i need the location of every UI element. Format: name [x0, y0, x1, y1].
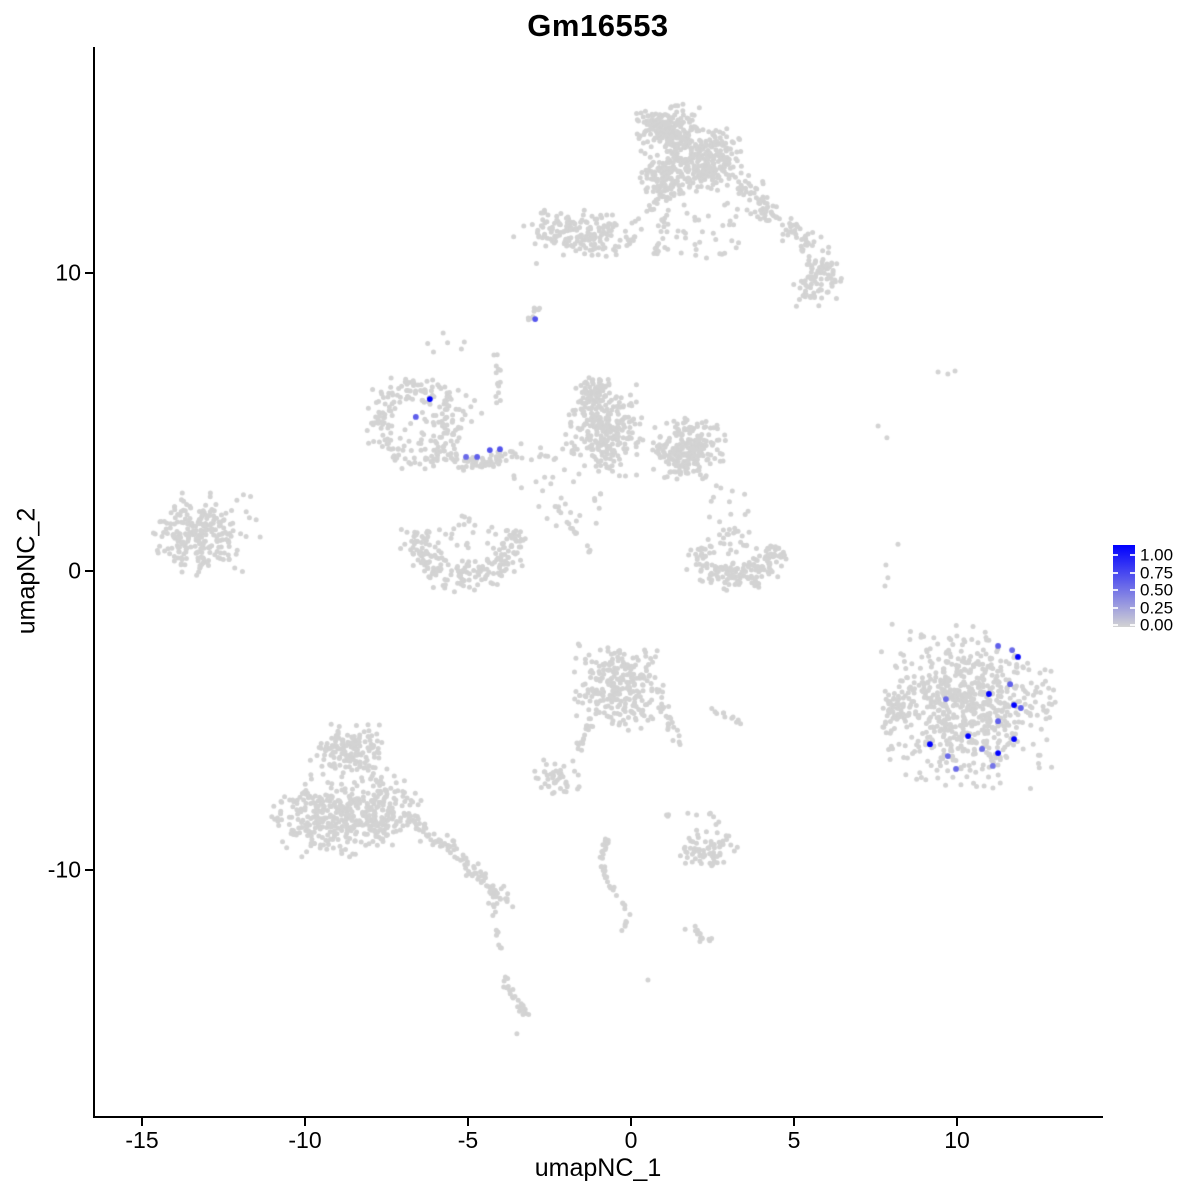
plot-title: Gm16553 [527, 8, 669, 43]
y-tick-label: 10 [55, 259, 81, 285]
legend-break-notch [1113, 589, 1118, 591]
y-tick-mark [85, 271, 93, 274]
legend-break-notch [1130, 606, 1135, 609]
legend-break-notch [1113, 571, 1118, 574]
legend-break-notch [1130, 571, 1135, 574]
x-tick-mark [467, 1118, 469, 1126]
legend-break-notch [1130, 589, 1135, 591]
x-tick-label: 10 [944, 1127, 970, 1153]
legend-break-notch [1130, 624, 1135, 626]
x-axis-line [93, 1116, 1103, 1118]
legend-break-notch [1113, 624, 1118, 626]
x-tick-mark [956, 1118, 958, 1126]
legend-break-label: 1.00 [1140, 545, 1174, 565]
x-tick-label: -15 [125, 1127, 159, 1153]
legend-break-label: 0.00 [1140, 615, 1174, 635]
x-tick-mark [304, 1118, 306, 1126]
y-axis-title: umapNC_2 [12, 507, 41, 635]
y-axis-line [93, 47, 95, 1118]
legend-break-notch [1113, 606, 1118, 609]
x-tick-label: 5 [787, 1127, 801, 1153]
legend-break-label: 0.25 [1140, 598, 1174, 617]
x-tick-label: 0 [624, 1127, 638, 1153]
y-tick-mark [85, 570, 93, 572]
y-tick-mark [85, 868, 93, 871]
legend-break-label: 0.50 [1140, 580, 1174, 600]
x-tick-mark [793, 1118, 795, 1126]
legend-break-notch [1130, 554, 1135, 556]
x-tick-mark [141, 1118, 143, 1126]
legend-break-label: 0.75 [1140, 563, 1174, 582]
x-tick-mark [630, 1118, 632, 1126]
legend-break-notch [1113, 554, 1118, 556]
x-tick-label: -5 [457, 1127, 479, 1153]
y-tick-label: 0 [68, 557, 81, 584]
legend-gradient-bar [1113, 545, 1135, 627]
x-tick-label: -10 [288, 1127, 322, 1153]
x-axis-title: umapNC_1 [534, 1154, 662, 1182]
y-tick-label: -10 [47, 856, 81, 882]
